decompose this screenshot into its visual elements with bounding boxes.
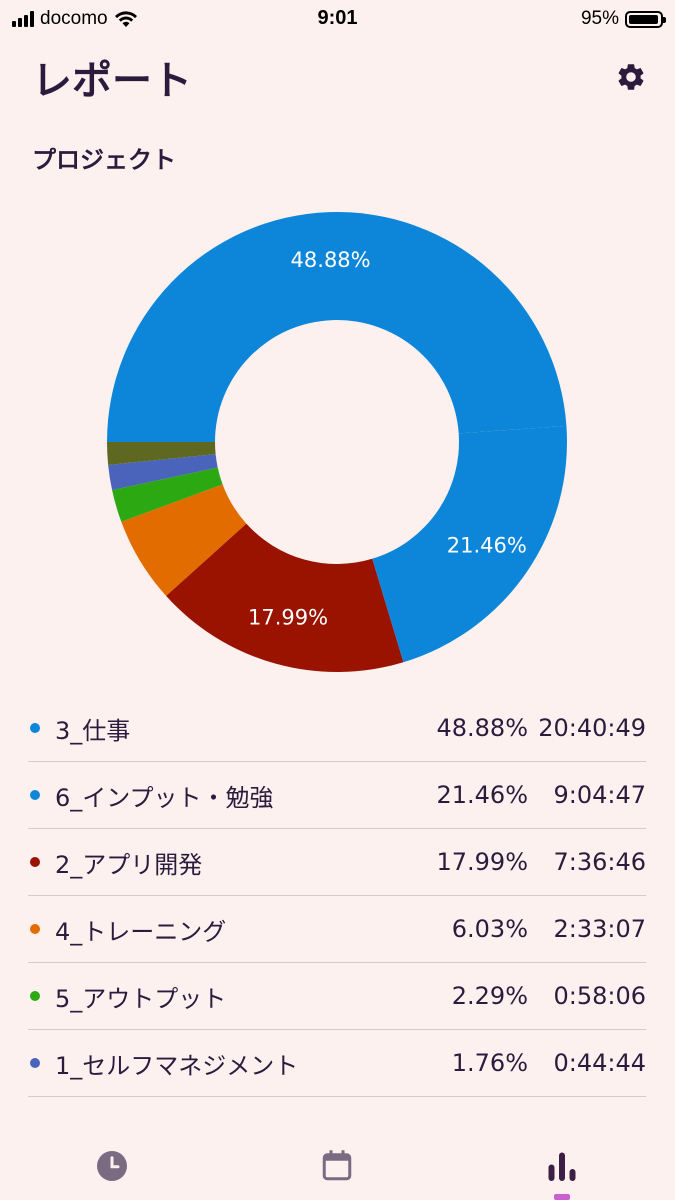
battery-percent: 95% bbox=[580, 8, 619, 29]
bottom-nav bbox=[0, 1140, 675, 1200]
battery-fill bbox=[629, 14, 658, 24]
donut-slice[interactable] bbox=[107, 212, 567, 442]
donut-slice[interactable] bbox=[107, 442, 216, 465]
settings-button[interactable] bbox=[612, 58, 650, 96]
nav-tab-timer[interactable] bbox=[82, 1148, 142, 1200]
donut-slice-label: 48.88% bbox=[291, 248, 371, 272]
bar-chart-icon bbox=[548, 1152, 576, 1181]
gear-icon bbox=[618, 64, 644, 90]
signal-icon bbox=[12, 11, 34, 27]
legend-percent: 17.99% bbox=[436, 848, 528, 876]
legend-row[interactable]: 4_トレーニング 6.03% 2:33:07 bbox=[28, 896, 646, 963]
wifi-icon bbox=[114, 11, 137, 27]
donut-slice-label: 21.46% bbox=[447, 533, 527, 557]
legend-time: 20:40:49 bbox=[538, 714, 646, 742]
donut-slice[interactable] bbox=[372, 425, 567, 663]
legend-percent: 6.03% bbox=[451, 915, 528, 943]
legend-time: 9:04:47 bbox=[553, 781, 646, 809]
legend-percent: 2.29% bbox=[451, 982, 528, 1010]
legend-row[interactable]: 1_セルフマネジメント 1.76% 0:44:44 bbox=[28, 1030, 646, 1097]
section-title: プロジェクト bbox=[32, 146, 176, 174]
status-time: 9:01 bbox=[317, 7, 358, 29]
active-tab-indicator bbox=[554, 1194, 570, 1200]
status-left: docomo bbox=[12, 8, 138, 30]
legend-project-name: 4_トレーニング bbox=[55, 917, 227, 946]
legend-row[interactable]: 2_アプリ開発 17.99% 7:36:46 bbox=[28, 829, 646, 896]
donut-slice[interactable] bbox=[121, 484, 247, 596]
legend-project-name: 5_アウトプット bbox=[55, 984, 227, 1013]
legend-dot bbox=[30, 723, 40, 733]
battery-icon bbox=[625, 10, 666, 28]
legend-project-name: 2_アプリ開発 bbox=[55, 850, 203, 879]
legend-row[interactable]: 6_インプット・勉強 21.46% 9:04:47 bbox=[28, 762, 646, 829]
status-bar: docomo 9:01 95% bbox=[0, 0, 675, 38]
legend-project-name: 6_インプット・勉強 bbox=[55, 783, 274, 812]
legend-dot bbox=[30, 790, 40, 800]
donut-slice-label: 17.99% bbox=[248, 605, 328, 629]
project-donut-chart: 48.88% 21.46% 17.99% bbox=[107, 212, 567, 672]
legend-time: 2:33:07 bbox=[553, 915, 646, 943]
donut-slice[interactable] bbox=[112, 467, 223, 522]
legend-project-name: 3_仕事 bbox=[55, 716, 131, 745]
nav-tab-report[interactable] bbox=[532, 1148, 592, 1200]
legend-project-name: 1_セルフマネジメント bbox=[55, 1051, 299, 1080]
carrier-label: docomo bbox=[40, 8, 108, 29]
nav-tab-calendar[interactable] bbox=[307, 1148, 367, 1200]
legend-percent: 48.88% bbox=[436, 714, 528, 742]
legend-percent: 1.76% bbox=[451, 1049, 528, 1077]
donut-slice[interactable] bbox=[108, 454, 218, 491]
status-right: 95% bbox=[580, 8, 666, 30]
legend-dot bbox=[30, 1058, 40, 1068]
calendar-icon bbox=[322, 1150, 352, 1181]
page-title: レポート bbox=[32, 58, 192, 104]
legend-time: 0:44:44 bbox=[553, 1049, 646, 1077]
legend-row[interactable]: 3_仕事 48.88% 20:40:49 bbox=[28, 695, 646, 762]
legend-time: 7:36:46 bbox=[553, 848, 646, 876]
legend-percent: 21.46% bbox=[436, 781, 528, 809]
legend-dot bbox=[30, 857, 40, 867]
project-legend: 3_仕事 48.88% 20:40:49 6_インプット・勉強 21.46% 9… bbox=[28, 695, 646, 1097]
donut-slice[interactable] bbox=[166, 523, 404, 672]
legend-row[interactable]: 5_アウトプット 2.29% 0:58:06 bbox=[28, 963, 646, 1030]
legend-dot bbox=[30, 991, 40, 1001]
clock-icon bbox=[97, 1151, 127, 1181]
legend-dot bbox=[30, 924, 40, 934]
legend-time: 0:58:06 bbox=[553, 982, 646, 1010]
